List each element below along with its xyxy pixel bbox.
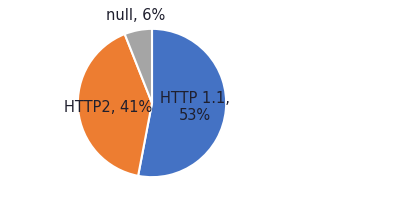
Text: HTTP 1.1,
53%: HTTP 1.1, 53% <box>160 91 230 123</box>
Wedge shape <box>125 29 152 103</box>
Wedge shape <box>138 29 226 177</box>
Text: null, 6%: null, 6% <box>106 8 165 23</box>
Wedge shape <box>78 34 152 176</box>
Text: HTTP2, 41%: HTTP2, 41% <box>64 100 152 115</box>
